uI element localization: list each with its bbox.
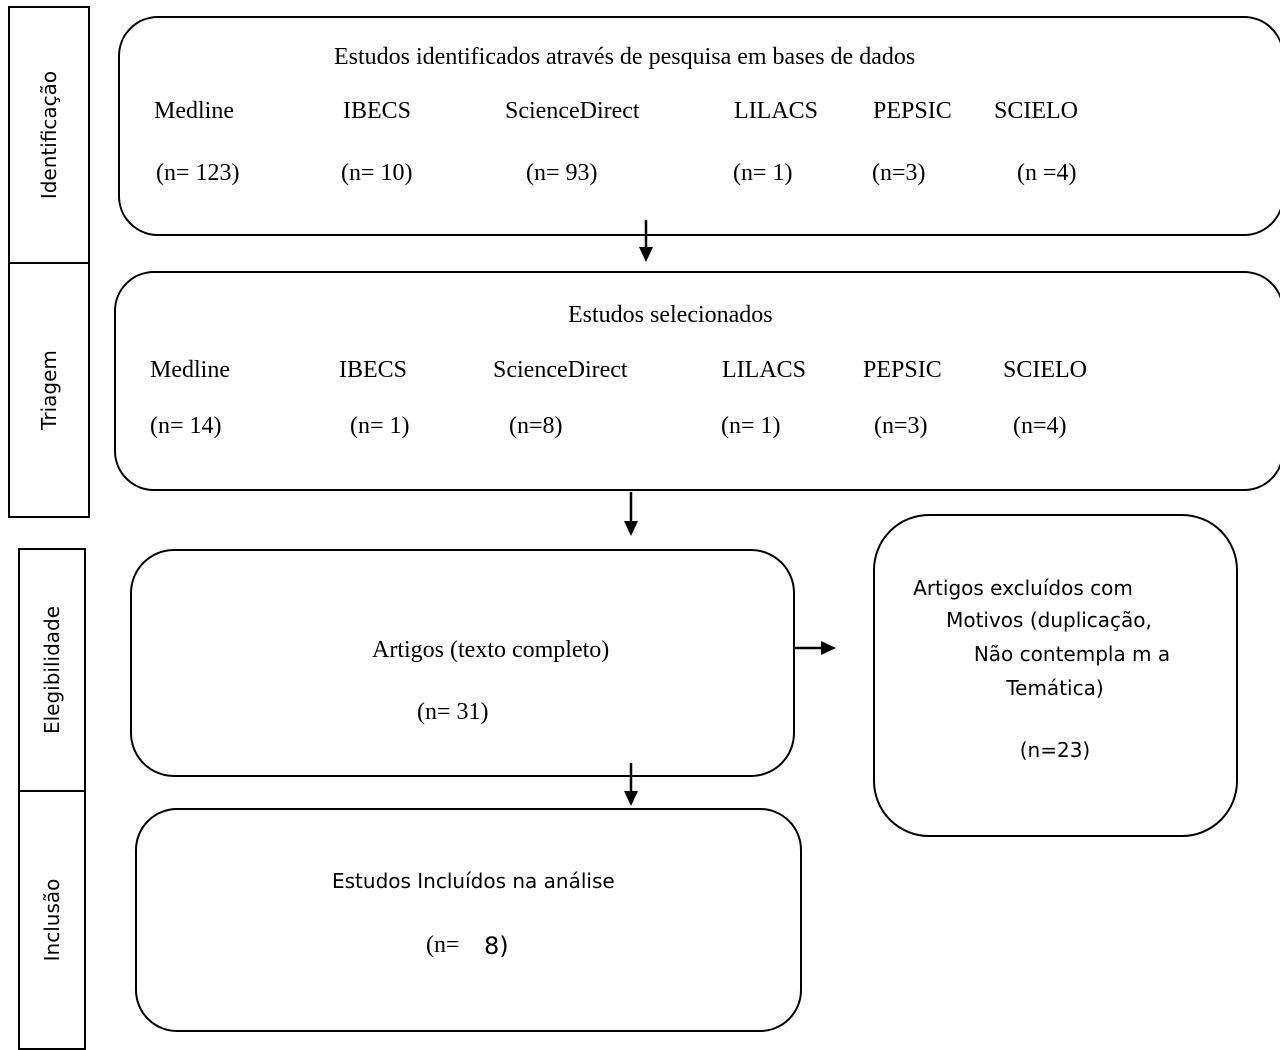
inclusion-count-prefix: (n=: [426, 932, 460, 958]
identification-db-count: (n= 123): [156, 160, 240, 186]
identification-db-name: SCIELO: [994, 98, 1078, 124]
screening-db-count: (n= 14): [150, 413, 222, 439]
screening-db-count: (n=8): [509, 413, 563, 439]
screening-box: [114, 271, 1280, 491]
identification-db-name: PEPSIC: [873, 98, 952, 124]
identification-db-count: (n= 10): [341, 160, 413, 186]
inclusion-box: [135, 808, 802, 1032]
identification-db-name: LILACS: [734, 98, 818, 124]
eligibility-count: (n= 31): [417, 699, 489, 725]
excluded-line: Motivos (duplicação,: [946, 608, 1152, 632]
stage-tab-identificacao: Identificação: [8, 6, 90, 264]
screening-db-count: (n= 1): [721, 413, 781, 439]
screening-db-name: Medline: [150, 357, 230, 383]
screening-db-name: LILACS: [722, 357, 806, 383]
stage-tab-triagem: Triagem: [8, 262, 90, 518]
eligibility-title: Artigos (texto completo): [372, 637, 610, 663]
screening-title: Estudos selecionados: [568, 302, 773, 328]
arrow-eligibility-to-excluded: [795, 641, 836, 655]
identification-db-name: Medline: [154, 98, 234, 124]
identification-db-count: (n =4): [1017, 160, 1077, 186]
screening-db-name: ScienceDirect: [493, 357, 628, 383]
screening-db-name: PEPSIC: [863, 357, 942, 383]
arrow-eligibility-to-inclusion: [624, 763, 638, 806]
excluded-line: Não contempla m a: [973, 642, 1171, 666]
screening-db-name: IBECS: [339, 357, 408, 383]
identification-db-name: ScienceDirect: [505, 98, 640, 124]
identification-box: [118, 16, 1280, 236]
identification-db-count: (n= 1): [733, 160, 793, 186]
excluded-line: Artigos excluídos com: [913, 576, 1133, 600]
excluded-count: (n=23): [1019, 738, 1091, 762]
identification-title: Estudos identificados através de pesquis…: [334, 44, 916, 70]
identification-db-count: (n= 93): [526, 160, 598, 186]
screening-db-name: SCIELO: [1003, 357, 1087, 383]
screening-db-count: (n= 1): [350, 413, 410, 439]
eligibility-box: [130, 549, 795, 777]
arrow-identification-to-screening: [639, 220, 653, 262]
excluded-line: Temática): [1006, 676, 1104, 700]
screening-db-count: (n=3): [874, 413, 928, 439]
inclusion-title: Estudos Incluídos na análise: [332, 869, 615, 893]
stage-tab-inclusao: Inclusão: [18, 790, 86, 1050]
identification-db-count: (n=3): [872, 160, 926, 186]
identification-db-name: IBECS: [343, 98, 412, 124]
screening-db-count: (n=4): [1013, 413, 1067, 439]
arrow-screening-to-eligibility: [624, 492, 638, 536]
excluded-box: [873, 514, 1238, 837]
inclusion-count-value: 8): [484, 932, 509, 960]
